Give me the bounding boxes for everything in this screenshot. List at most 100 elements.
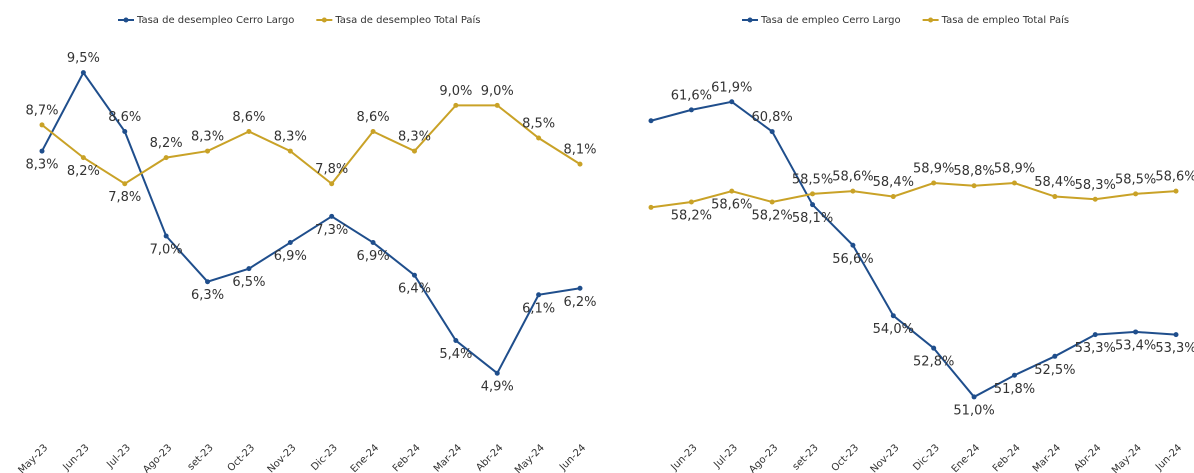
data-point [494,370,500,376]
legend-label: Tasa de desempleo Cerro Largo [136,15,294,26]
x-tick-label: set-23 [186,442,216,472]
data-point [370,128,376,134]
value-label: 6,9% [274,249,307,264]
value-label: 8,6% [357,110,390,125]
data-point [931,180,937,186]
data-point [411,148,417,154]
x-tick-label: Ene-24 [349,442,382,473]
data-point [729,188,735,194]
value-label: 58,9% [913,162,954,177]
value-label: 8,3% [191,130,224,145]
data-point [1133,329,1139,335]
data-point [122,128,128,134]
data-point [205,279,211,285]
data-point [648,118,654,124]
value-label: 58,6% [711,198,752,213]
value-label: 53,3% [1155,341,1194,356]
x-tick-label: Dic-23 [309,442,340,473]
data-point [246,266,252,272]
x-tick-label: Dic-23 [911,442,942,473]
value-label: 61,6% [671,88,712,103]
value-label: 9,5% [67,51,100,66]
x-tick-label: Ene-24 [950,442,983,473]
data-point [769,199,775,205]
legend-label: Tasa de empleo Total País [941,14,1069,26]
data-point [890,313,896,319]
value-label: 58,6% [1155,170,1194,185]
data-point [329,181,335,187]
value-label: 8,5% [522,117,555,132]
value-label: 7,8% [315,162,348,177]
legend-marker [928,17,934,23]
x-tick-label: Mar-24 [432,442,464,473]
x-tick-label: May-23 [16,442,50,473]
x-tick-label: Oct-23 [226,442,258,473]
data-point [1173,188,1179,194]
x-tick-label: Oct-23 [830,442,862,473]
data-point [370,240,376,246]
data-point [39,122,45,128]
series-line [41,104,581,186]
data-point [577,285,583,291]
value-label: 60,8% [751,110,792,125]
value-label: 58,6% [832,170,873,185]
value-label: 58,1% [792,211,833,226]
value-label: 8,6% [108,110,141,125]
value-label: 58,3% [1075,178,1116,193]
data-point [1052,353,1058,359]
data-point [536,135,542,141]
data-point [931,345,937,351]
data-point [1092,332,1098,338]
value-label: 51,8% [994,382,1035,397]
x-tick-label: Ago-23 [747,442,780,473]
x-tick-label: Mar-24 [1031,442,1063,473]
data-point [453,102,459,108]
value-label: 58,9% [994,162,1035,177]
data-point [729,99,735,105]
value-label: 5,4% [439,347,472,362]
data-point [769,129,775,135]
x-tick-label: Jun-23 [669,442,700,473]
value-label: 4,9% [481,380,514,395]
value-label: 8,7% [25,103,58,118]
data-point [80,70,86,76]
x-tick-label: Jun-23 [61,442,92,473]
data-point [1011,372,1017,378]
x-tick-label: May-24 [1110,442,1144,473]
value-label: 6,5% [232,275,265,290]
x-tick-label: Feb-24 [391,442,423,473]
x-tick-label: Jun-24 [557,442,588,473]
legend-marker [747,17,753,23]
series-line [650,182,1177,209]
data-point [1052,194,1058,200]
legend-marker [123,17,129,23]
data-point [850,242,856,248]
value-label: 7,8% [108,190,141,205]
x-tick-label: Feb-24 [991,442,1023,473]
value-label: 8,3% [398,130,431,145]
data-point [80,155,86,161]
data-point [453,338,459,344]
data-point [810,202,816,208]
x-tick-label: Nov-23 [869,442,902,473]
data-point [688,107,694,113]
value-label: 58,2% [671,208,712,223]
data-point [205,148,211,154]
value-label: 54,0% [873,322,914,337]
data-point [246,128,252,134]
data-point [39,148,45,154]
value-label: 7,3% [315,223,348,238]
data-point [1173,332,1179,338]
data-point [971,394,977,400]
value-label: 61,9% [711,80,752,95]
value-label: 6,9% [357,249,390,264]
value-label: 6,4% [398,282,431,297]
legend-label: Tasa de desempleo Total País [334,14,480,26]
x-tick-label: set-23 [791,442,821,472]
data-point [536,292,542,298]
data-point [122,181,128,187]
x-tick-label: Jun-24 [1153,442,1184,473]
value-label: 58,4% [873,175,914,190]
data-point [688,199,694,205]
